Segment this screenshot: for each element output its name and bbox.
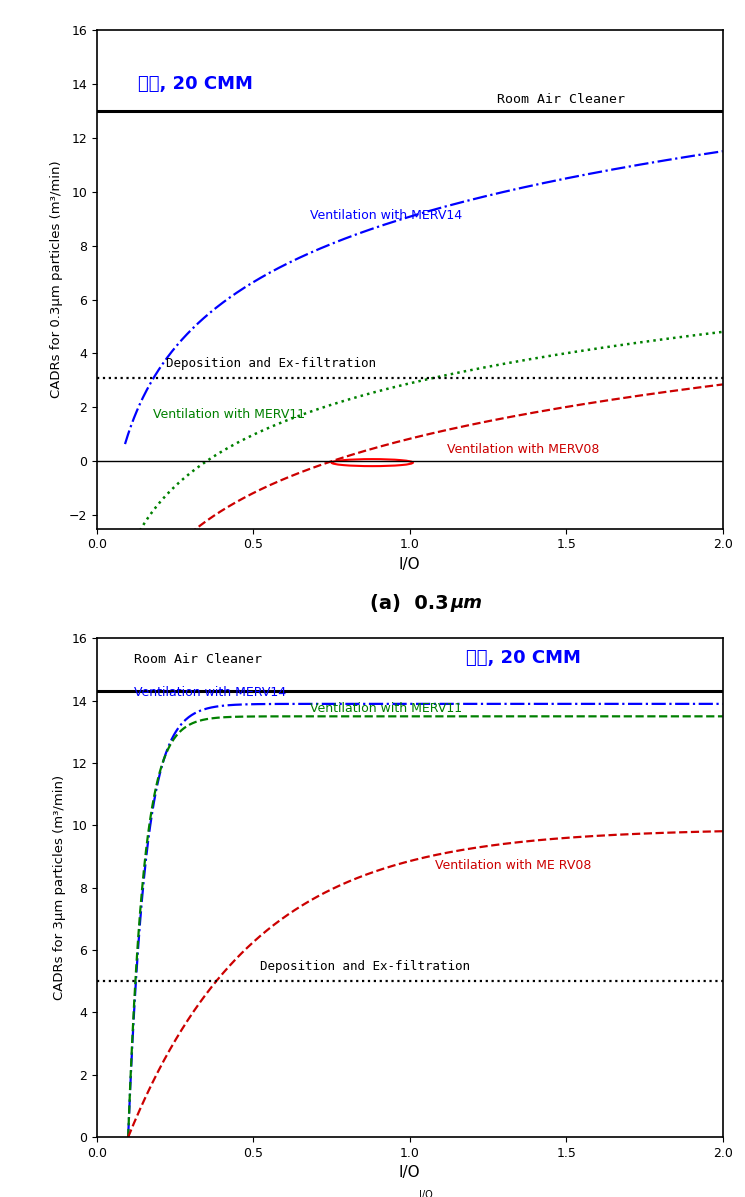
Text: Ventilation with MERV14: Ventilation with MERV14 [310, 208, 462, 221]
Text: Deposition and Ex-filtration: Deposition and Ex-filtration [165, 357, 375, 370]
Text: Room Air Cleaner: Room Air Cleaner [498, 92, 625, 105]
Y-axis label: CADRs for 3μm particles (m³/min): CADRs for 3μm particles (m³/min) [53, 776, 66, 1001]
Text: Ventilation with MERV08: Ventilation with MERV08 [447, 443, 600, 456]
Text: Deposition and Ex-filtration: Deposition and Ex-filtration [259, 960, 469, 973]
Text: μm: μm [451, 594, 483, 612]
Text: Room Air Cleaner: Room Air Cleaner [134, 654, 262, 667]
Text: Ventilation with MERV11: Ventilation with MERV11 [153, 408, 305, 421]
Y-axis label: CADRs for 0.3μm particles (m³/min): CADRs for 0.3μm particles (m³/min) [50, 160, 63, 399]
Text: Ventilation with MERV11: Ventilation with MERV11 [310, 701, 462, 715]
Text: Ventilation with ME RV08: Ventilation with ME RV08 [435, 859, 591, 873]
Text: Ventilation with MERV14: Ventilation with MERV14 [134, 686, 287, 699]
Text: 급기, 20 CMM: 급기, 20 CMM [466, 649, 581, 668]
X-axis label: I/O: I/O [399, 557, 421, 572]
Text: (a)  0.3: (a) 0.3 [370, 594, 449, 613]
Text: I/O: I/O [419, 1190, 433, 1197]
X-axis label: I/O: I/O [399, 1166, 421, 1180]
Text: 급기, 20 CMM: 급기, 20 CMM [138, 75, 253, 93]
